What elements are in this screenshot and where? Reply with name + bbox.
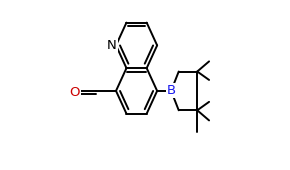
Text: O: O <box>69 86 80 99</box>
Text: B: B <box>167 84 176 97</box>
Text: N: N <box>107 39 117 52</box>
